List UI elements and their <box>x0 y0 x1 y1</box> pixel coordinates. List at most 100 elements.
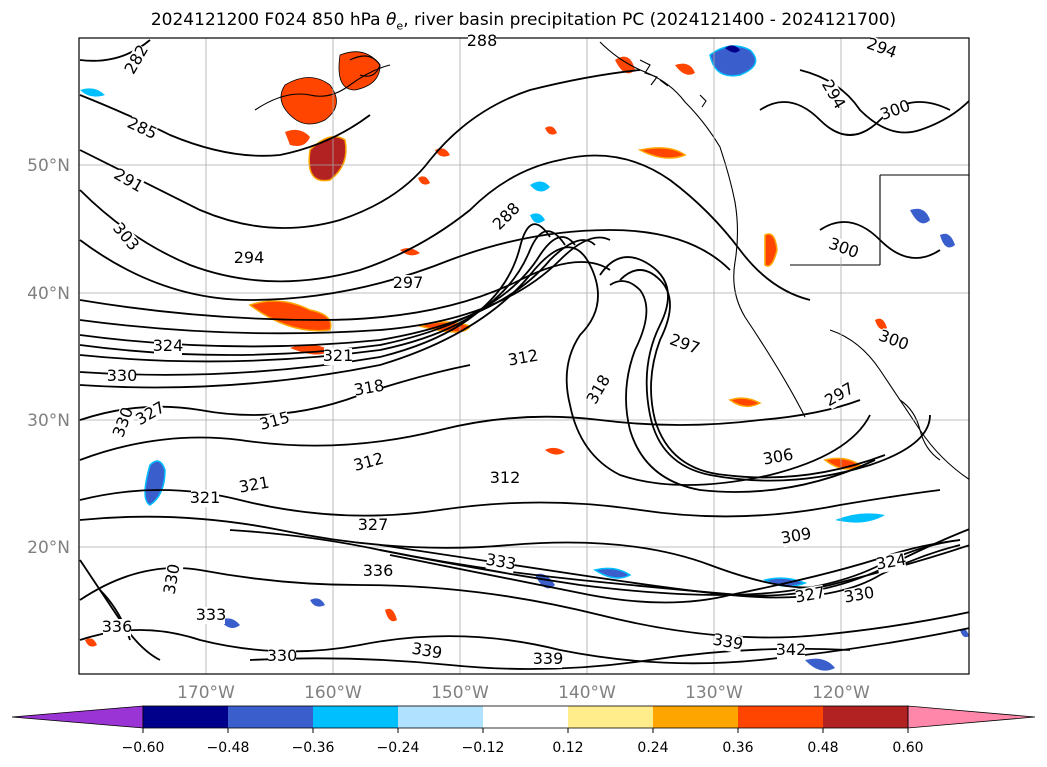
contour-label-bg <box>490 200 523 233</box>
contour-label-bg <box>122 43 152 77</box>
colorbar-segment <box>143 706 228 728</box>
colorbar-segment <box>313 706 398 728</box>
contour-label: 330 <box>160 562 184 595</box>
colorbar-segment <box>568 706 653 728</box>
contour-label-bg <box>491 470 519 487</box>
contour-label: 327 <box>793 583 826 607</box>
contour-label: 291 <box>111 164 147 196</box>
contour-label: 333 <box>196 605 227 624</box>
lon-axis: 170°W 160°W 150°W 140°W 130°W 120°W <box>177 683 870 703</box>
contour-label-bg <box>259 409 291 434</box>
colorbar-tick-label: 0.12 <box>552 740 583 756</box>
contour-label-bg <box>197 607 225 624</box>
colorbar-extend-high <box>907 705 1036 729</box>
contour-label: 318 <box>352 376 385 400</box>
contour-label: 312 <box>351 449 385 475</box>
contour-label-bg <box>794 584 826 607</box>
colorbar-tick-label: 0.48 <box>807 740 838 756</box>
contour-label-bg <box>359 517 387 534</box>
contour-label-bg <box>534 651 562 668</box>
contour-label-bg <box>584 373 614 407</box>
contour-label: 321 <box>237 473 270 497</box>
contour-label: 297 <box>393 273 424 292</box>
contour-label-bg <box>154 338 182 355</box>
contour-label: 288 <box>489 199 524 234</box>
contour-label: 294 <box>234 248 265 267</box>
contour-label-bg <box>865 35 898 62</box>
contour-label-bg <box>364 563 392 580</box>
contour-label: 315 <box>257 408 291 434</box>
contour-label: 312 <box>490 468 521 487</box>
colorbar-segment <box>483 706 568 728</box>
contour-label: 339 <box>533 649 564 668</box>
colorbar-tick-label: −0.12 <box>462 740 505 756</box>
contour-label: 288 <box>467 31 498 50</box>
coastlines <box>254 41 969 480</box>
map-content <box>79 38 969 674</box>
contour-label-bg <box>818 78 848 112</box>
contour-label-bg <box>879 97 912 124</box>
contour-label: 342 <box>776 640 807 659</box>
contour-label-bg <box>353 377 385 400</box>
lat-label: 30°N <box>27 411 70 431</box>
contour-label-bg <box>411 640 443 663</box>
contour-labels: 282 285 288 288 294 291 303 294 297 324 321 330 312 3… <box>102 31 913 668</box>
contour-label-bg <box>780 525 812 548</box>
contour-label: 300 <box>826 234 861 262</box>
colorbar-ticks: −0.60 −0.48 −0.36 −0.24 −0.12 0.12 0.24 0.36 0.4… <box>122 728 924 756</box>
contour-label-bg <box>161 563 184 595</box>
contour-label-bg <box>134 399 168 429</box>
contour-label: 330 <box>267 646 298 665</box>
contour-label-bg <box>507 347 539 370</box>
contour-label: 327 <box>358 515 389 534</box>
contour-label: 324 <box>153 336 184 355</box>
contour-label-bg <box>109 220 141 254</box>
colorbar-segment <box>738 706 823 728</box>
lon-label: 140°W <box>558 683 616 703</box>
contour-label: 297 <box>667 330 702 358</box>
contour-label: 321 <box>323 346 354 365</box>
lat-label: 50°N <box>27 156 70 176</box>
contour-label: 339 <box>711 630 744 654</box>
contour-label-bg <box>235 250 263 267</box>
colorbar-tick-label: −0.36 <box>292 740 335 756</box>
contour-label-bg <box>394 275 422 292</box>
contour-label-bg <box>668 331 701 358</box>
contour-label-bg <box>268 648 296 665</box>
contour-label: 330 <box>109 405 137 440</box>
colorbar <box>11 705 1036 729</box>
contour-label: 285 <box>124 113 160 143</box>
contour-label-bg <box>875 551 907 574</box>
contour-label: 300 <box>878 96 913 124</box>
contour-label-bg <box>191 490 219 507</box>
precip-shading <box>80 45 969 671</box>
contour-label: 324 <box>874 550 907 574</box>
contour-label: 330 <box>107 366 138 385</box>
colorbar-extend-low <box>11 705 144 729</box>
contour-label-bg <box>777 642 805 659</box>
lat-axis: 50°N 40°N 30°N 20°N <box>27 156 70 558</box>
colorbar-tick-label: −0.24 <box>377 740 420 756</box>
contour-label: 327 <box>132 397 168 429</box>
lon-label: 120°W <box>812 683 870 703</box>
lon-label: 160°W <box>304 683 362 703</box>
contour-label-bg <box>877 327 910 354</box>
colorbar-tick-label: 0.60 <box>892 740 923 756</box>
map-frame <box>78 37 970 675</box>
contour-label-bg <box>823 380 857 410</box>
contour-label: 339 <box>410 639 443 663</box>
colorbar-segment <box>228 706 313 728</box>
colorbar-segment <box>653 706 738 728</box>
contour-label-bg <box>485 551 517 574</box>
contour-label-bg <box>324 348 352 365</box>
lon-label: 170°W <box>177 683 235 703</box>
colorbar-tick-label: −0.60 <box>122 740 165 756</box>
contour-label: 306 <box>761 445 794 469</box>
contour-label-bg <box>353 450 385 475</box>
colorbar-segment <box>398 706 483 728</box>
contour-label-bg <box>238 474 270 497</box>
contour-label-bg <box>827 235 860 262</box>
theta-e-contours <box>79 39 969 670</box>
contour-label: 330 <box>842 583 875 607</box>
